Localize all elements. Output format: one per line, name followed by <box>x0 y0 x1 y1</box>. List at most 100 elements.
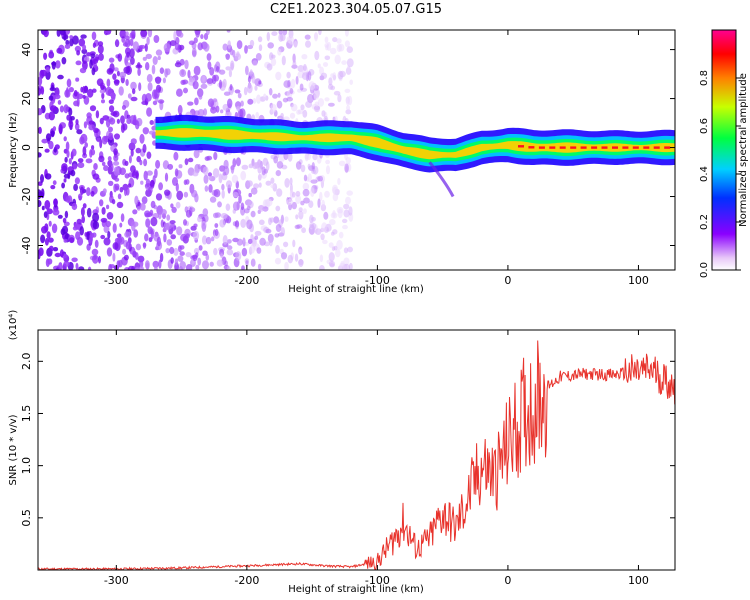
noise-cell <box>118 86 124 96</box>
noise-cell <box>338 160 346 167</box>
noise-cell <box>69 237 75 244</box>
noise-cell <box>209 261 214 267</box>
noise-cell <box>343 257 350 266</box>
noise-cell <box>45 66 50 73</box>
noise-cell <box>322 62 329 67</box>
noise-cell <box>256 247 262 254</box>
noise-cell <box>53 94 61 100</box>
noise-cell <box>289 88 294 94</box>
noise-cell <box>213 151 218 161</box>
noise-cell <box>140 30 148 38</box>
noise-cell <box>258 182 262 188</box>
noise-cell <box>92 42 96 48</box>
colorbar-label: Normalized spectral amplitude <box>738 73 749 227</box>
noise-cell <box>246 219 253 230</box>
noise-cell <box>225 53 231 59</box>
noise-cell <box>176 88 183 97</box>
noise-cell <box>276 100 283 109</box>
noise-cell <box>329 47 337 55</box>
noise-cell <box>89 59 93 69</box>
noise-cell <box>66 114 71 121</box>
noise-cell <box>63 104 69 114</box>
noise-cell <box>275 205 281 212</box>
noise-cell <box>63 178 67 183</box>
spectrogram-x-ticks: -300 -200 -100 0 100 <box>104 30 649 287</box>
noise-cell <box>328 102 335 107</box>
ridge-tail <box>428 161 455 198</box>
noise-cell <box>301 54 308 60</box>
noise-cell <box>225 66 231 71</box>
noise-cell <box>113 79 120 84</box>
noise-cell <box>240 170 247 181</box>
noise-cell <box>202 250 208 256</box>
noise-cell <box>185 252 192 258</box>
noise-cell <box>82 203 87 209</box>
noise-cell <box>174 62 182 68</box>
noise-cell <box>75 60 82 66</box>
noise-cell <box>146 74 153 83</box>
noise-cell <box>86 207 92 218</box>
noise-cell <box>64 156 68 163</box>
noise-cell <box>221 189 225 199</box>
noise-cell <box>155 159 161 169</box>
noise-cell <box>288 35 294 45</box>
noise-cell <box>135 147 142 154</box>
x-tick-label: 100 <box>628 274 649 287</box>
noise-cell <box>344 40 350 48</box>
colorbar-tick-label: 0.2 <box>699 214 710 230</box>
noise-cell <box>58 262 63 270</box>
noise-cell <box>304 34 311 40</box>
noise-cell <box>65 87 69 97</box>
ridge-peak-mark <box>528 146 535 149</box>
noise-cell <box>73 90 78 97</box>
noise-cell <box>183 191 189 198</box>
noise-cell <box>283 80 291 88</box>
noise-cell <box>176 226 183 236</box>
noise-cell <box>284 178 290 188</box>
noise-cell <box>268 88 273 96</box>
noise-cell <box>64 210 69 219</box>
noise-cell <box>58 124 63 134</box>
y-tick-label: 0 <box>20 144 33 151</box>
noise-cell <box>294 253 299 262</box>
noise-cell <box>111 199 116 205</box>
noise-cell <box>174 43 180 51</box>
noise-cell <box>307 71 312 81</box>
noise-cell <box>183 219 187 226</box>
noise-cell <box>51 223 58 234</box>
noise-cell <box>108 99 114 104</box>
noise-cell <box>317 98 325 107</box>
noise-cell <box>175 182 179 192</box>
noise-cell <box>150 179 155 189</box>
noise-cell <box>57 74 64 80</box>
noise-cell <box>170 203 174 209</box>
noise-cell <box>78 266 85 270</box>
noise-cell <box>243 86 248 96</box>
ridge-peak-mark <box>653 146 660 149</box>
noise-cell <box>59 249 64 258</box>
noise-cell <box>126 114 131 119</box>
noise-cell <box>333 245 338 251</box>
noise-cell <box>48 237 54 243</box>
noise-cell <box>179 251 185 256</box>
noise-cell <box>294 224 300 230</box>
noise-cell <box>124 187 128 197</box>
noise-cell <box>38 200 42 207</box>
noise-cell <box>281 55 286 66</box>
spectrogram-frame <box>37 29 676 271</box>
spectrogram-y-ticks: -40 -20 0 20 40 <box>20 43 675 254</box>
noise-cell <box>248 192 252 198</box>
noise-cell <box>56 30 61 37</box>
noise-cell <box>295 190 301 197</box>
noise-cell <box>142 127 149 135</box>
noise-cell <box>324 97 330 102</box>
noise-cell <box>198 95 203 100</box>
noise-cell <box>336 44 342 52</box>
noise-cell <box>206 53 212 61</box>
x-tick-label: -100 <box>365 574 390 587</box>
noise-cell <box>320 72 328 80</box>
noise-cell <box>197 88 204 98</box>
noise-cell <box>77 158 84 163</box>
noise-cell <box>174 168 179 177</box>
noise-cell <box>131 221 136 232</box>
